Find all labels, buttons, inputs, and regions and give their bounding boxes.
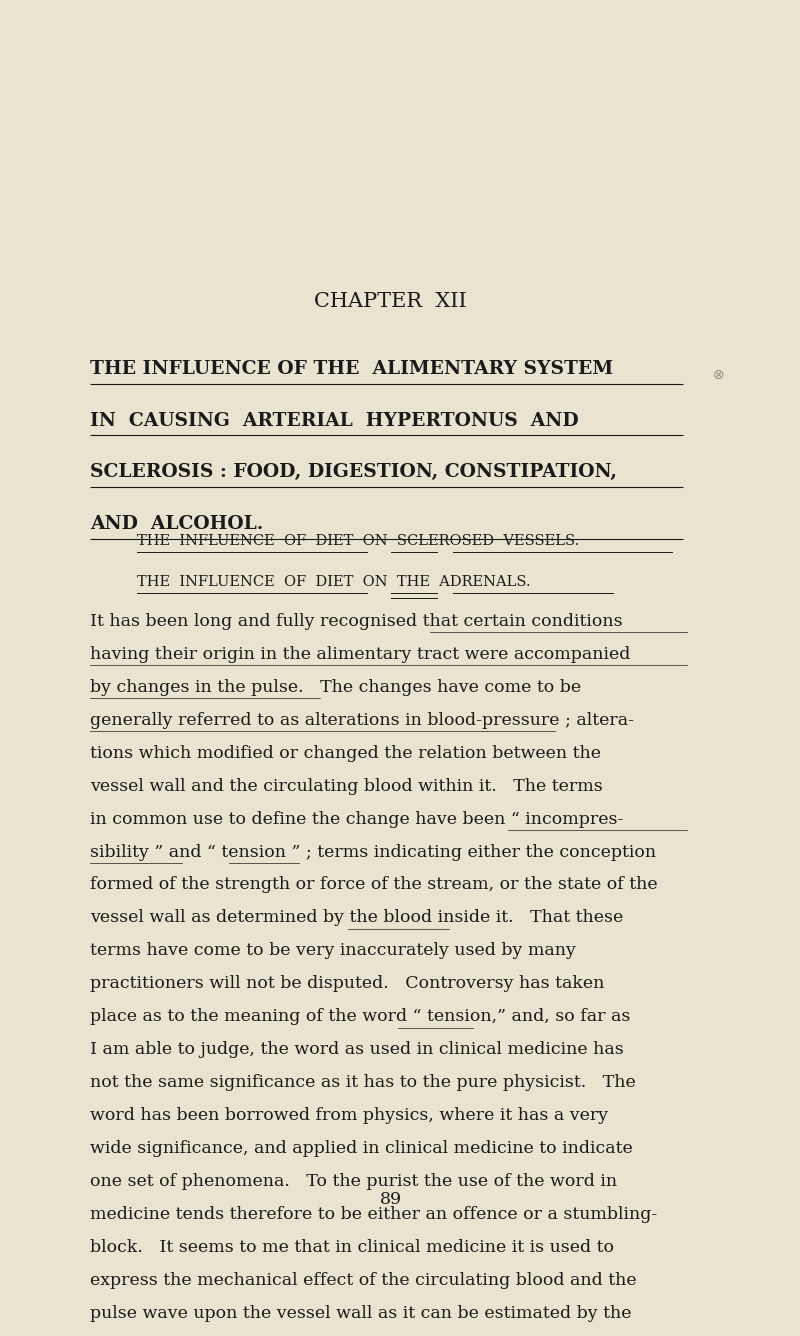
- Text: vessel wall and the circulating blood within it.   The terms: vessel wall and the circulating blood wi…: [90, 778, 602, 795]
- Text: tions which modified or changed the relation between the: tions which modified or changed the rela…: [90, 744, 601, 762]
- Text: medicine tends therefore to be either an offence or a stumbling-: medicine tends therefore to be either an…: [90, 1206, 657, 1224]
- Text: in common use to define the change have been “ incompres-: in common use to define the change have …: [90, 811, 623, 827]
- Text: ⊗: ⊗: [713, 369, 725, 382]
- Text: vessel wall as determined by the blood inside it.   That these: vessel wall as determined by the blood i…: [90, 910, 623, 926]
- Text: block.   It seems to me that in clinical medicine it is used to: block. It seems to me that in clinical m…: [90, 1240, 614, 1256]
- Text: one set of phenomena.   To the purist the use of the word in: one set of phenomena. To the purist the …: [90, 1173, 617, 1190]
- Text: terms have come to be very inaccurately used by many: terms have come to be very inaccurately …: [90, 942, 576, 959]
- Text: SCLEROSIS : FOOD, DIGESTION, CONSTIPATION,: SCLEROSIS : FOOD, DIGESTION, CONSTIPATIO…: [90, 464, 617, 481]
- Text: THE  INFLUENCE  OF  DIET  ON  SCLEROSED  VESSELS.: THE INFLUENCE OF DIET ON SCLEROSED VESSE…: [137, 534, 579, 548]
- Text: I am able to judge, the word as used in clinical medicine has: I am able to judge, the word as used in …: [90, 1041, 623, 1058]
- Text: having their origin in the alimentary tract were accompanied: having their origin in the alimentary tr…: [90, 645, 630, 663]
- Text: THE  INFLUENCE  OF  DIET  ON  THE  ADRENALS.: THE INFLUENCE OF DIET ON THE ADRENALS.: [137, 574, 530, 589]
- Text: IN  CAUSING  ARTERIAL  HYPERTONUS  AND: IN CAUSING ARTERIAL HYPERTONUS AND: [90, 411, 578, 430]
- Text: CHAPTER  XII: CHAPTER XII: [314, 291, 467, 311]
- Text: formed of the strength or force of the stream, or the state of the: formed of the strength or force of the s…: [90, 876, 658, 894]
- Text: generally referred to as alterations in blood-pressure ; altera-: generally referred to as alterations in …: [90, 712, 634, 728]
- Text: 89: 89: [379, 1190, 402, 1208]
- Text: pulse wave upon the vessel wall as it can be estimated by the: pulse wave upon the vessel wall as it ca…: [90, 1305, 631, 1323]
- Text: word has been borrowed from physics, where it has a very: word has been borrowed from physics, whe…: [90, 1108, 608, 1125]
- Text: It has been long and fully recognised that certain conditions: It has been long and fully recognised th…: [90, 613, 622, 629]
- Text: AND  ALCOHOL.: AND ALCOHOL.: [90, 516, 263, 533]
- Text: THE INFLUENCE OF THE  ALIMENTARY SYSTEM: THE INFLUENCE OF THE ALIMENTARY SYSTEM: [90, 361, 613, 378]
- Text: place as to the meaning of the word “ tension,” and, so far as: place as to the meaning of the word “ te…: [90, 1009, 630, 1025]
- Text: practitioners will not be disputed.   Controversy has taken: practitioners will not be disputed. Cont…: [90, 975, 604, 993]
- Text: express the mechanical effect of the circulating blood and the: express the mechanical effect of the cir…: [90, 1272, 637, 1289]
- Text: not the same significance as it has to the pure physicist.   The: not the same significance as it has to t…: [90, 1074, 635, 1092]
- Text: by changes in the pulse.   The changes have come to be: by changes in the pulse. The changes hav…: [90, 679, 581, 696]
- Text: sibility ” and “ tension ” ; terms indicating either the conception: sibility ” and “ tension ” ; terms indic…: [90, 843, 656, 860]
- Text: wide significance, and applied in clinical medicine to indicate: wide significance, and applied in clinic…: [90, 1140, 633, 1157]
